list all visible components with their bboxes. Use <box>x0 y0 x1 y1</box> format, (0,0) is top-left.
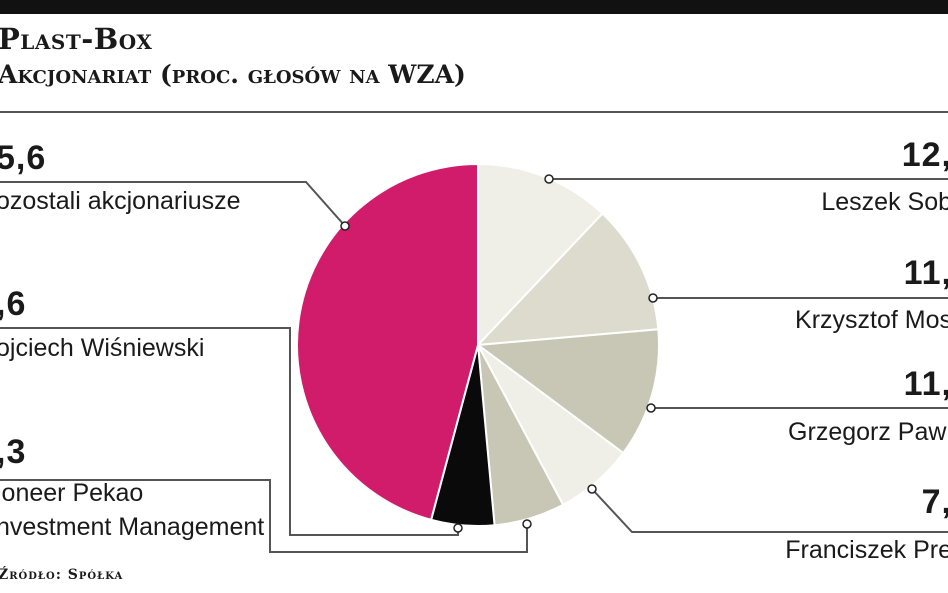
header-divider <box>0 111 948 113</box>
pie-slice <box>475 328 660 455</box>
slice-value-franciszek: 7, <box>921 483 948 521</box>
slice-value-grzegorz: 11, <box>903 365 948 403</box>
pie-slice <box>296 162 479 522</box>
slice-value-pozostali: 5,6 <box>0 139 47 177</box>
pie-slice <box>475 212 660 347</box>
slice-value-wojciech: ,6 <box>0 285 27 323</box>
slice-value-krzysztof: 11, <box>903 254 948 292</box>
leader-dot <box>587 484 597 494</box>
leader-dot <box>646 403 656 413</box>
leader-line <box>0 479 528 553</box>
slice-label-pioneer: ioneer Pekao nvestment Management <box>0 479 265 541</box>
leader-dot <box>648 293 658 303</box>
leader-dot <box>453 523 463 533</box>
leader-line <box>591 488 948 533</box>
slice-value-leszek: 12, <box>901 136 948 174</box>
slice-label-grzegorz: Grzegorz Pawl <box>788 418 948 446</box>
slice-label-wojciech: ojciech Wiśniewski <box>0 334 205 362</box>
slice-label-leszek: Leszek Sob <box>821 188 948 216</box>
slice-label-franciszek: Franciszek Pre <box>785 536 948 564</box>
slice-label-pozostali: ozostali akcjonariusze <box>0 187 241 215</box>
leader-dot <box>544 174 554 184</box>
leader-line <box>0 181 346 227</box>
chart-subtitle: Akcjonariat (proc. głosów na WZA) <box>0 60 466 89</box>
chart-title: Plast-Box <box>0 22 153 56</box>
top-bar <box>0 0 948 14</box>
leader-dot <box>522 519 532 529</box>
leader-dot <box>340 221 350 231</box>
chart-source: Źródło: Spółka <box>0 567 124 583</box>
slice-value-pioneer: ,3 <box>0 433 27 471</box>
slice-label-krzysztof: Krzysztof Mos <box>795 306 948 334</box>
